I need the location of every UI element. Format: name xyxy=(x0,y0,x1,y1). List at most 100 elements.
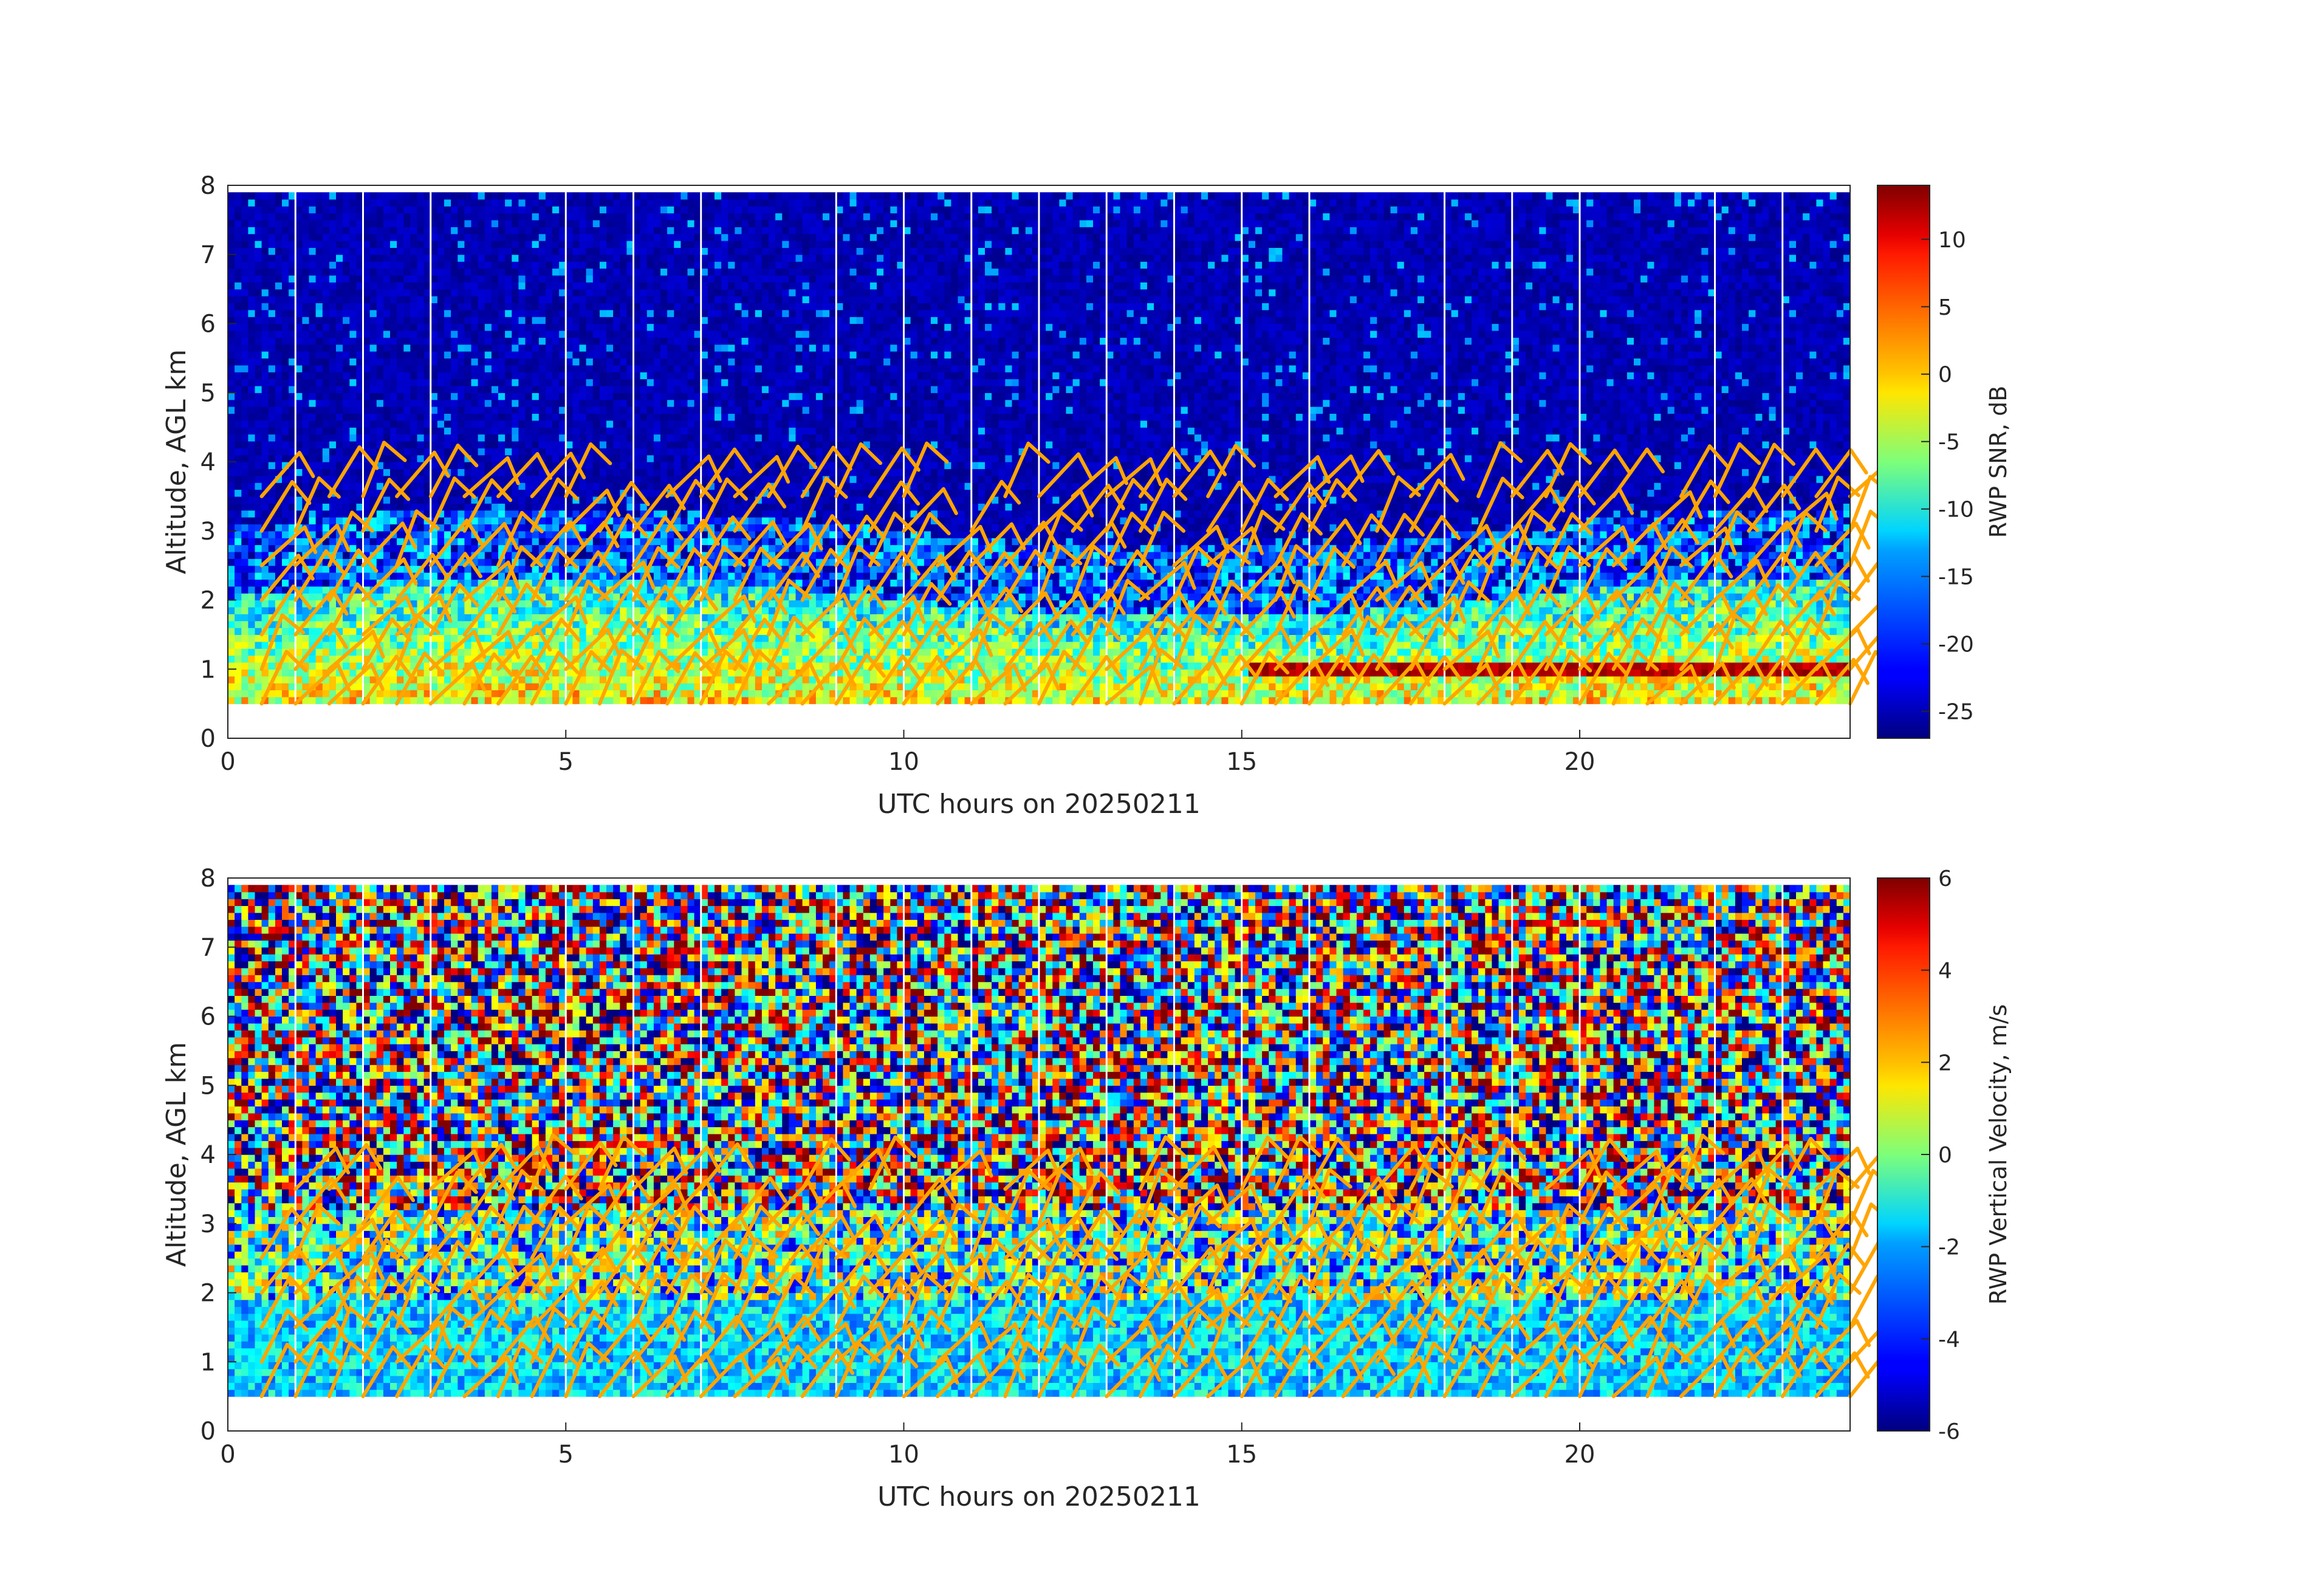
heatmap-cell xyxy=(235,676,242,684)
heatmap-cell xyxy=(316,468,323,476)
heatmap-cell xyxy=(464,213,471,221)
heatmap-cell xyxy=(262,358,269,365)
heatmap-cell xyxy=(255,227,262,234)
heatmap-cell xyxy=(431,579,438,586)
heatmap-cell xyxy=(228,337,235,345)
heatmap-cell xyxy=(505,199,512,207)
heatmap-cell xyxy=(363,393,371,400)
heatmap-cell xyxy=(518,393,526,400)
heatmap-cell xyxy=(471,365,479,372)
heatmap-cell xyxy=(336,420,343,428)
heatmap-cell xyxy=(228,510,235,518)
heatmap-cell xyxy=(417,579,425,586)
heatmap-cell xyxy=(336,358,343,365)
heatmap-cell xyxy=(451,656,458,663)
heatmap-cell xyxy=(464,255,471,262)
heatmap-cell xyxy=(323,351,330,358)
heatmap-cell xyxy=(478,331,485,338)
heatmap-cell xyxy=(275,234,283,241)
heatmap-cell xyxy=(228,448,235,455)
heatmap-cell xyxy=(526,683,533,690)
heatmap-cell xyxy=(336,227,343,234)
heatmap-cell xyxy=(431,337,438,345)
heatmap-cell xyxy=(464,683,471,690)
heatmap-cell xyxy=(336,213,343,221)
heatmap-cell xyxy=(255,690,262,697)
heatmap-cell xyxy=(526,441,533,448)
heatmap-cell xyxy=(343,227,350,234)
heatmap-cell xyxy=(336,296,343,303)
heatmap-cell xyxy=(329,345,337,352)
heatmap-cell xyxy=(417,490,425,497)
heatmap-cell xyxy=(546,510,553,518)
heatmap-cell xyxy=(532,441,540,448)
heatmap-cell xyxy=(410,269,417,276)
heatmap-cell xyxy=(532,427,540,434)
heatmap-cell xyxy=(269,656,276,663)
heatmap-cell xyxy=(451,545,458,552)
heatmap-cell xyxy=(464,400,471,407)
heatmap-cell xyxy=(505,261,512,269)
heatmap-cell xyxy=(437,269,445,276)
heatmap-cell xyxy=(532,331,540,338)
heatmap-cell xyxy=(552,386,560,393)
heatmap-cell xyxy=(526,358,533,365)
heatmap-cell xyxy=(241,386,249,393)
heatmap-cell xyxy=(295,199,303,207)
heatmap-cell xyxy=(282,406,289,414)
heatmap-cell xyxy=(343,337,350,345)
heatmap-cell xyxy=(485,303,492,310)
heatmap-cell xyxy=(316,317,323,324)
heatmap-cell xyxy=(248,490,255,497)
heatmap-cell xyxy=(228,393,235,400)
heatmap-cell xyxy=(410,690,417,697)
heatmap-cell xyxy=(275,593,283,600)
heatmap-cell xyxy=(262,269,269,276)
heatmap-cell xyxy=(255,317,262,324)
heatmap-cell xyxy=(295,213,303,221)
heatmap-cell xyxy=(302,634,309,642)
heatmap-cell xyxy=(336,351,343,358)
heatmap-cell xyxy=(343,579,350,586)
heatmap-cell xyxy=(458,345,465,352)
heatmap-cell xyxy=(546,586,553,594)
heatmap-cell xyxy=(329,303,337,310)
heatmap-cell xyxy=(552,345,560,352)
heatmap-cell xyxy=(498,317,506,324)
heatmap-cell xyxy=(343,697,350,704)
heatmap-cell xyxy=(255,255,262,262)
heatmap-cell xyxy=(492,310,499,317)
heatmap-cell xyxy=(295,441,303,448)
heatmap-cell xyxy=(228,662,235,670)
heatmap-cell xyxy=(248,241,255,248)
heatmap-cell xyxy=(228,462,235,469)
heatmap-cell xyxy=(269,379,276,386)
heatmap-cell xyxy=(316,400,323,407)
heatmap-cell xyxy=(363,345,371,352)
heatmap-cell xyxy=(397,296,404,303)
heatmap-cell xyxy=(451,206,458,213)
heatmap-cell xyxy=(302,393,309,400)
heatmap-cell xyxy=(492,289,499,297)
heatmap-cell xyxy=(485,351,492,358)
heatmap-cell xyxy=(451,434,458,442)
heatmap-cell xyxy=(248,566,255,573)
heatmap-cell xyxy=(390,351,397,358)
heatmap-cell xyxy=(241,441,249,448)
heatmap-cell xyxy=(512,241,519,248)
heatmap-cell xyxy=(512,310,519,317)
heatmap-cell xyxy=(241,406,249,414)
heatmap-cell xyxy=(505,247,512,255)
heatmap-cell xyxy=(363,317,371,324)
heatmap-cell xyxy=(349,697,357,704)
heatmap-cell xyxy=(485,386,492,393)
heatmap-cell xyxy=(323,372,330,379)
heatmap-cell xyxy=(302,213,309,221)
heatmap-cell xyxy=(248,600,255,608)
heatmap-cell xyxy=(282,662,289,670)
heatmap-cell xyxy=(309,255,317,262)
heatmap-cell xyxy=(518,690,526,697)
heatmap-cell xyxy=(526,317,533,324)
heatmap-cell xyxy=(377,476,384,483)
heatmap-cell xyxy=(492,455,499,462)
